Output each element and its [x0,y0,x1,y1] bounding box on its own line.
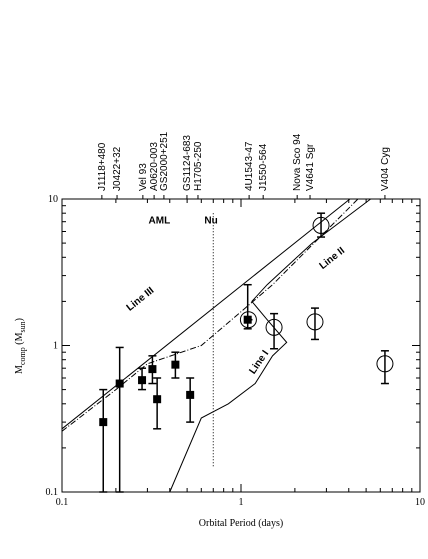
source-label: 4U1543-47 [244,141,255,191]
source-label: J1118+480 [97,142,108,191]
source-label: J1550-564 [258,143,269,191]
source-label: V404 Cyg [380,147,391,191]
square-point [115,379,124,388]
source-label: GS2000+251 [159,131,170,191]
square-point [99,418,108,427]
square-point [186,390,195,399]
line-label: Line I [247,348,271,376]
square-point [138,376,147,385]
x-tick-label: 1 [239,497,244,508]
y-label-part: ) [14,318,25,321]
model-line [61,198,359,432]
y-label-part: M [14,365,25,374]
y-axis-label: Mcomp (Msun) [14,318,27,374]
circle-point [312,216,330,234]
y-tick-label: 1 [53,341,58,352]
y-tick-label: 10 [48,194,58,205]
circle-point [265,318,283,336]
plot-frame [61,198,421,493]
y-label-part: sun [18,321,27,332]
y-label-part: (M [14,332,25,347]
line-label: Line III [125,285,157,313]
source-label: Vel 93 [138,163,149,191]
source-label: Nova Sco 94 [292,133,303,191]
region-label: Nu [204,216,217,227]
source-label: H1705-250 [193,141,204,191]
circle-point [376,355,394,373]
model-line [61,198,351,430]
y-tick-label: 0.1 [46,487,59,498]
circle-point [306,313,324,331]
source-label: A0620-003 [149,142,160,191]
region-label: AML [149,216,171,227]
line-label: Line II [318,245,348,272]
source-label: GS1124-683 [182,135,193,191]
x-tick-label: 0.1 [56,497,69,508]
x-tick-label: 10 [415,497,425,508]
source-label: J0422+32 [112,146,123,191]
y-label-part: comp [18,347,27,365]
square-point [171,360,180,369]
circle-point [239,311,257,329]
source-label: V4641 Sgr [305,143,316,191]
model-line [169,198,371,493]
x-axis-label: Orbital Period (days) [199,518,283,529]
square-point [148,365,157,374]
square-point [153,395,162,404]
